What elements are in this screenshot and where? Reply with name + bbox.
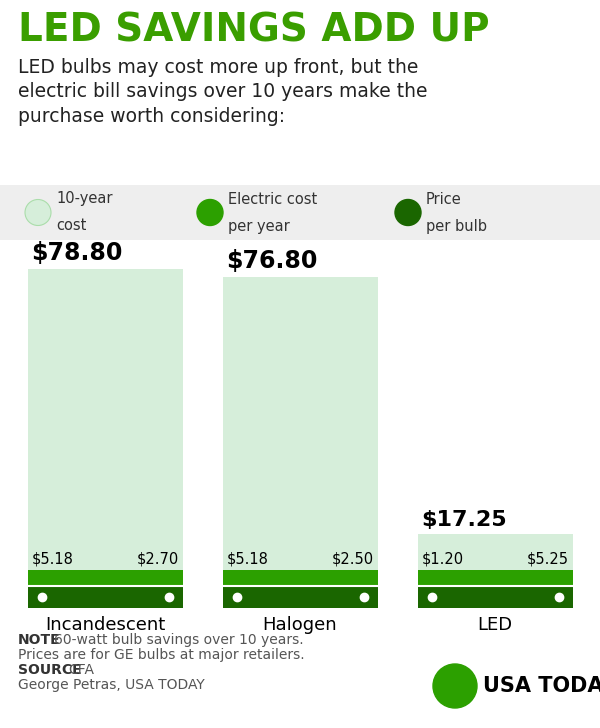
Bar	[223, 570, 377, 586]
Text: LED bulbs may cost more up front, but the
electric bill savings over 10 years ma: LED bulbs may cost more up front, but th…	[18, 58, 427, 125]
Text: Price: Price	[426, 191, 462, 207]
Circle shape	[395, 199, 421, 226]
Text: SOURCE: SOURCE	[18, 663, 82, 677]
Text: 10-year: 10-year	[56, 191, 113, 207]
Text: NOTE: NOTE	[18, 633, 61, 647]
Bar	[0, 185, 600, 240]
Text: per bulb: per bulb	[426, 218, 487, 234]
Text: LED SAVINGS ADD UP: LED SAVINGS ADD UP	[18, 12, 490, 50]
Text: Electric cost: Electric cost	[228, 191, 317, 207]
Circle shape	[197, 199, 223, 226]
Bar	[418, 534, 572, 608]
Text: cost: cost	[56, 218, 86, 234]
Circle shape	[25, 199, 51, 226]
Text: $2.50: $2.50	[331, 551, 373, 566]
Text: Halogen: Halogen	[263, 616, 337, 634]
Bar	[223, 586, 377, 608]
Text: $1.20: $1.20	[421, 551, 464, 566]
Text: LED: LED	[478, 616, 512, 634]
Text: 60-watt bulb savings over 10 years.: 60-watt bulb savings over 10 years.	[54, 633, 304, 647]
Text: $5.18: $5.18	[32, 551, 73, 566]
Text: CFA: CFA	[68, 663, 94, 677]
Bar	[28, 269, 182, 608]
Text: per year: per year	[228, 218, 290, 234]
Bar	[418, 570, 572, 586]
Text: $2.70: $2.70	[136, 551, 179, 566]
Bar	[28, 586, 182, 608]
Text: $5.18: $5.18	[227, 551, 268, 566]
Text: $17.25: $17.25	[421, 510, 507, 530]
Bar	[418, 586, 572, 608]
Text: George Petras, USA TODAY: George Petras, USA TODAY	[18, 678, 205, 692]
Bar	[28, 570, 182, 586]
Text: USA TODAY: USA TODAY	[483, 676, 600, 696]
Text: $5.25: $5.25	[527, 551, 569, 566]
Text: Prices are for GE bulbs at major retailers.: Prices are for GE bulbs at major retaile…	[18, 648, 305, 662]
Bar	[223, 277, 377, 608]
Text: $76.80: $76.80	[227, 249, 318, 273]
Text: $78.80: $78.80	[32, 241, 123, 265]
Circle shape	[433, 664, 477, 708]
Text: Incandescent: Incandescent	[45, 616, 165, 634]
